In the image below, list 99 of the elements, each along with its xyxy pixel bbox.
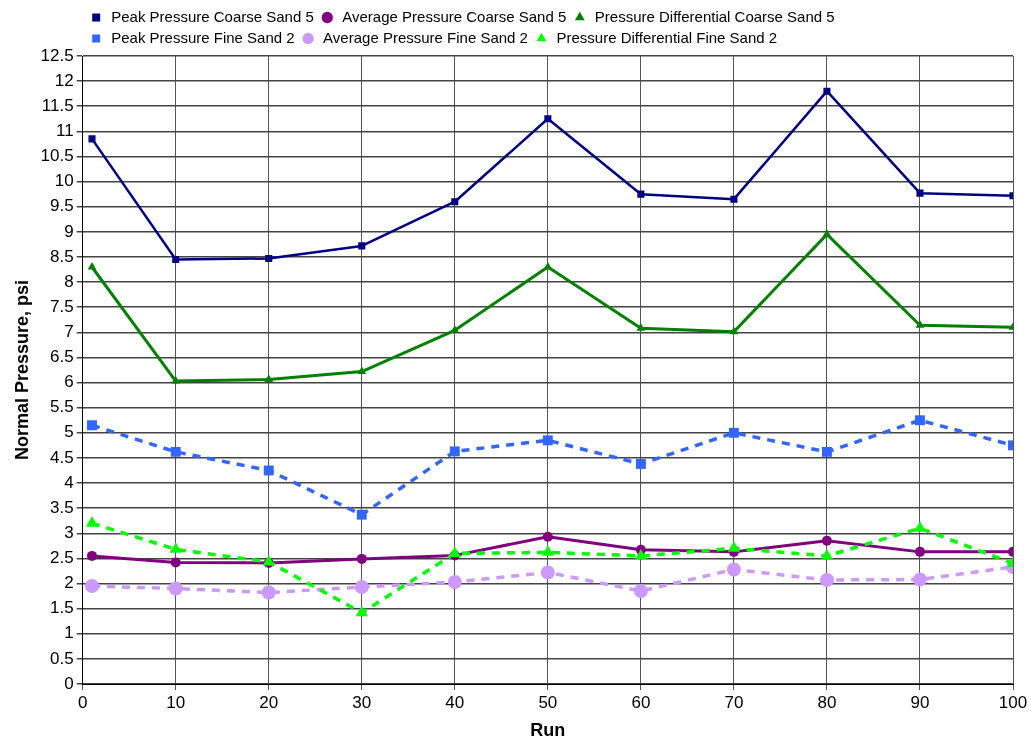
point bbox=[358, 242, 366, 250]
point bbox=[914, 546, 925, 557]
point bbox=[637, 190, 645, 198]
point bbox=[727, 541, 740, 552]
x-tick-label: 10 bbox=[166, 692, 186, 712]
x-tick-label: 70 bbox=[724, 692, 744, 712]
point bbox=[541, 545, 554, 556]
point bbox=[449, 446, 460, 457]
point bbox=[85, 516, 99, 527]
x-tick-label: 90 bbox=[910, 692, 930, 712]
point bbox=[730, 195, 738, 203]
legend-label: Average Pressure Fine Sand 2 bbox=[323, 28, 528, 46]
y-tick-label: 9 bbox=[64, 221, 74, 241]
x-tick-label: 80 bbox=[817, 692, 837, 712]
y-tick-label: 11.5 bbox=[41, 95, 74, 115]
point bbox=[84, 579, 99, 594]
y-tick-label: 1.5 bbox=[50, 598, 74, 618]
point bbox=[542, 435, 553, 446]
y-tick-label: 10.5 bbox=[40, 146, 74, 166]
point bbox=[823, 87, 831, 95]
point bbox=[87, 262, 97, 270]
point bbox=[915, 415, 925, 426]
y-tick-label: 11 bbox=[56, 121, 74, 141]
point bbox=[263, 465, 274, 476]
y-tick-label: 7 bbox=[64, 322, 74, 342]
point bbox=[357, 366, 367, 375]
point bbox=[171, 376, 181, 384]
point bbox=[355, 605, 368, 617]
legend-label: Average Pressure Coarse Sand 5 bbox=[342, 7, 567, 25]
point bbox=[264, 374, 274, 383]
point bbox=[172, 255, 180, 264]
point bbox=[261, 585, 276, 600]
point bbox=[820, 548, 833, 560]
point bbox=[356, 553, 367, 564]
y-tick-label: 9.5 bbox=[50, 196, 74, 216]
point bbox=[451, 198, 459, 206]
y-tick-label: 0 bbox=[64, 673, 74, 693]
point bbox=[543, 262, 553, 270]
point bbox=[821, 535, 832, 546]
legend-label: Pressure Differential Coarse Sand 5 bbox=[594, 7, 835, 25]
point bbox=[728, 427, 739, 438]
x-tick-label: 20 bbox=[259, 692, 279, 712]
y-tick-label: 4.5 bbox=[50, 447, 74, 467]
x-tick-label: 40 bbox=[445, 692, 465, 712]
point bbox=[913, 521, 927, 532]
x-tick-label: 100 bbox=[998, 692, 1028, 712]
point bbox=[88, 135, 96, 143]
y-tick-label: 4 bbox=[64, 472, 74, 492]
point bbox=[540, 565, 555, 580]
point bbox=[634, 548, 647, 560]
y-tick-label: 10 bbox=[54, 171, 74, 191]
y-tick-label: 5.5 bbox=[50, 397, 74, 417]
point bbox=[912, 572, 927, 587]
point bbox=[819, 573, 834, 587]
point bbox=[635, 459, 646, 469]
point bbox=[354, 580, 369, 595]
point bbox=[729, 326, 739, 335]
y-tick-label: 6 bbox=[64, 372, 74, 392]
point bbox=[821, 446, 832, 457]
point bbox=[265, 254, 273, 262]
legend-label: Peak Pressure Coarse Sand 5 bbox=[111, 7, 314, 25]
point bbox=[87, 420, 97, 431]
point bbox=[447, 575, 462, 590]
y-tick-label: 2.5 bbox=[50, 548, 74, 568]
x-axis-title: Run bbox=[530, 720, 566, 741]
legend-label: Peak Pressure Fine Sand 2 bbox=[111, 28, 295, 46]
legend-label: Pressure Differential Fine Sand 2 bbox=[556, 28, 778, 46]
point bbox=[170, 557, 181, 568]
point bbox=[726, 562, 741, 577]
point bbox=[915, 320, 925, 328]
point bbox=[170, 446, 181, 457]
point bbox=[450, 325, 460, 333]
point bbox=[169, 542, 182, 553]
point bbox=[356, 509, 367, 520]
point bbox=[542, 531, 553, 542]
x-tick-label: 50 bbox=[538, 692, 558, 712]
y-tick-label: 8 bbox=[64, 271, 74, 291]
y-tick-label: 2 bbox=[64, 573, 74, 593]
x-tick-label: 0 bbox=[77, 692, 88, 712]
y-axis-title: Normal Pressure, psi bbox=[11, 279, 32, 461]
y-tick-label: 12 bbox=[54, 70, 74, 90]
point bbox=[636, 323, 646, 331]
y-tick-label: 0.5 bbox=[50, 648, 74, 668]
x-tick-label: 30 bbox=[352, 692, 372, 712]
y-tick-label: 3.5 bbox=[50, 497, 74, 517]
point bbox=[168, 581, 183, 596]
y-tick-label: 12.5 bbox=[40, 45, 74, 65]
point bbox=[822, 229, 832, 237]
y-tick-label: 1 bbox=[64, 623, 74, 643]
point bbox=[86, 550, 97, 561]
y-tick-label: 6.5 bbox=[50, 347, 74, 367]
point bbox=[633, 584, 648, 599]
y-tick-label: 5 bbox=[64, 422, 74, 442]
y-tick-label: 8.5 bbox=[50, 246, 74, 266]
y-tick-label: 3 bbox=[64, 522, 74, 542]
point bbox=[544, 115, 552, 123]
x-tick-label: 60 bbox=[631, 692, 651, 712]
y-tick-label: 7.5 bbox=[50, 296, 74, 316]
point bbox=[916, 189, 924, 197]
